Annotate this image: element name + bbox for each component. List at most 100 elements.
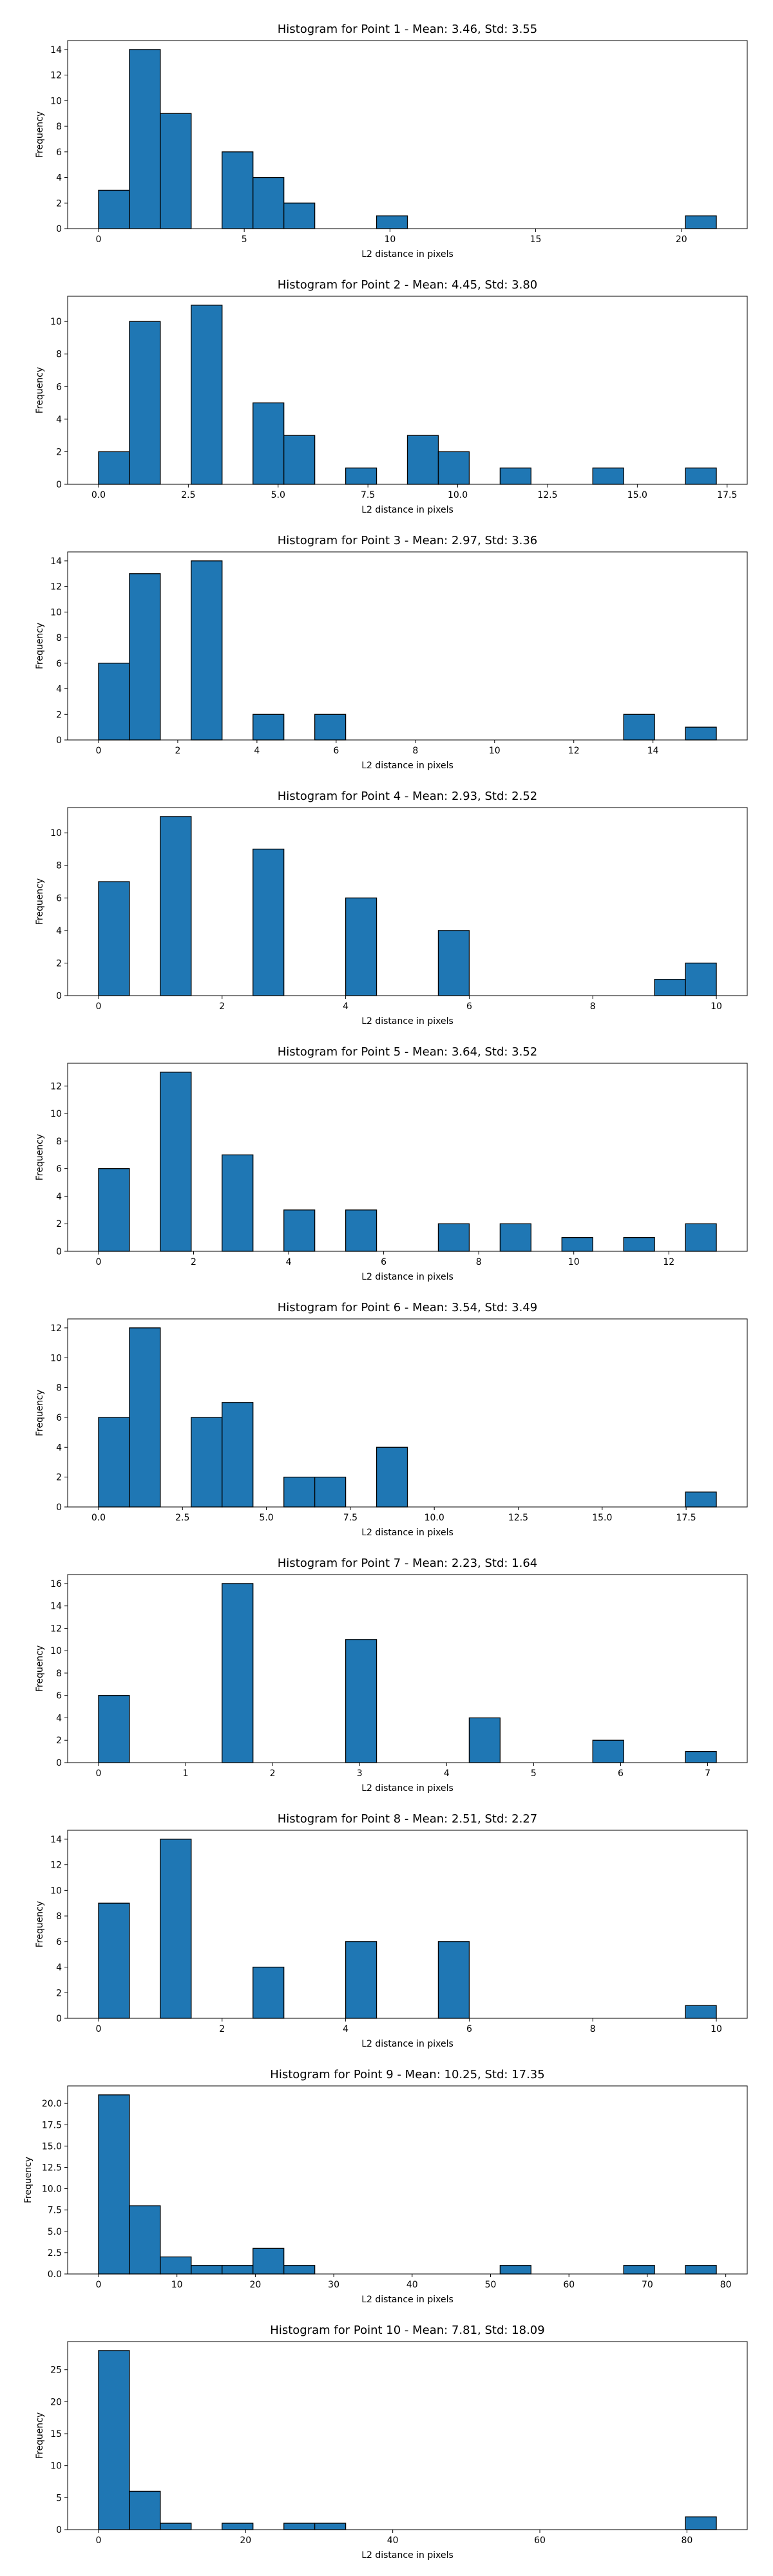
x-tick-label: 60 (563, 2280, 575, 2290)
x-tick-label: 10.0 (448, 490, 468, 500)
x-tick-label: 8 (412, 746, 418, 756)
histogram-bar (98, 451, 130, 485)
y-tick-label: 12 (50, 1624, 62, 1634)
y-tick-label: 0 (56, 480, 62, 490)
histogram-bar (685, 468, 717, 485)
x-axis-label: L2 distance in pixels (361, 249, 453, 260)
histogram-bar (129, 321, 161, 485)
y-tick-label: 6 (56, 1937, 62, 1947)
histogram-bar (253, 848, 285, 996)
y-tick-label: 12 (50, 1861, 62, 1871)
y-tick-label: 0 (56, 991, 62, 1001)
x-axis-label: L2 distance in pixels (361, 505, 453, 515)
y-tick-label: 10 (50, 1109, 62, 1119)
x-tick-label: 2 (175, 746, 180, 756)
x-axis-label: L2 distance in pixels (361, 2039, 453, 2049)
y-tick-label: 2 (56, 1219, 62, 1229)
x-tick-label: 50 (485, 2280, 497, 2290)
plot-frame (67, 2085, 748, 2275)
histogram-bar (623, 2265, 655, 2275)
y-tick-label: 2 (56, 198, 62, 209)
y-tick-label: 0 (56, 1758, 62, 1768)
y-tick-label: 8 (56, 1383, 62, 1394)
y-axis-label: Frequency (35, 623, 45, 669)
y-tick-label: 6 (56, 382, 62, 392)
y-tick-label: 14 (50, 1602, 62, 1612)
x-tick-label: 0 (95, 2280, 101, 2290)
plot-frame (67, 807, 748, 996)
histogram-bar (160, 1072, 192, 1252)
histogram-bar (685, 2005, 717, 2019)
histogram-bar (222, 1583, 254, 1763)
y-tick-label: 4 (56, 1713, 62, 1723)
x-tick-label: 12 (663, 1257, 674, 1267)
x-tick-label: 15 (530, 234, 542, 245)
y-tick-label: 2 (56, 447, 62, 457)
histogram-panel-4: Histogram for Point 4 - Mean: 2.93, Std:… (35, 790, 748, 1027)
y-axis-label: Frequency (35, 1901, 45, 1947)
x-tick-label: 0 (95, 1768, 101, 1779)
x-tick-label: 1 (183, 1768, 189, 1779)
chart-title: Histogram for Point 5 - Mean: 3.64, Std:… (278, 1045, 538, 1059)
histogram-bar (654, 979, 686, 996)
histogram-bar (283, 435, 316, 485)
histogram-bar (160, 2256, 192, 2275)
histogram-bar (129, 2205, 161, 2275)
x-tick-label: 17.5 (676, 1513, 696, 1523)
histogram-bar (592, 1739, 624, 1763)
x-tick-label: 14 (647, 746, 659, 756)
histogram-bar (283, 1209, 316, 1252)
x-tick-label: 8 (476, 1257, 482, 1267)
histogram-bar (160, 1839, 192, 2019)
x-tick-label: 2 (219, 2024, 225, 2034)
histogram-panel-3: Histogram for Point 3 - Mean: 2.97, Std:… (35, 534, 748, 771)
y-tick-label: 15 (50, 2429, 62, 2439)
y-tick-label: 10 (50, 828, 62, 838)
x-tick-label: 0 (95, 2535, 101, 2546)
histogram-bar (98, 1902, 130, 2019)
x-tick-label: 10 (171, 2280, 183, 2290)
y-tick-label: 14 (50, 556, 62, 567)
y-tick-label: 0 (56, 224, 62, 234)
y-tick-label: 2 (56, 710, 62, 720)
x-tick-label: 4 (343, 1001, 348, 1012)
plot-frame (67, 1830, 748, 2019)
y-tick-label: 6 (56, 1164, 62, 1175)
x-axis-label: L2 distance in pixels (361, 2550, 453, 2561)
x-tick-label: 8 (590, 1001, 596, 1012)
plot-frame (67, 1574, 748, 1763)
x-tick-label: 5 (531, 1768, 537, 1779)
y-tick-label: 10 (50, 2461, 62, 2472)
histogram-bar (98, 189, 130, 229)
histogram-bar (561, 1236, 593, 1252)
y-tick-label: 5.0 (48, 2227, 62, 2237)
y-tick-label: 4 (56, 1963, 62, 1973)
y-axis-label: Frequency (35, 1390, 45, 1436)
y-tick-label: 10 (50, 1886, 62, 1896)
chart-title: Histogram for Point 8 - Mean: 2.51, Std:… (278, 1812, 538, 1826)
x-tick-label: 0 (95, 746, 101, 756)
y-axis-label: Frequency (35, 2412, 45, 2459)
histogram-bar (222, 2265, 254, 2275)
histogram-bar (685, 1750, 717, 1763)
x-tick-label: 3 (357, 1768, 363, 1779)
histogram-bar (129, 2490, 161, 2530)
x-tick-label: 12.5 (508, 1513, 528, 1523)
histogram-bar (98, 663, 130, 741)
histogram-bar (345, 1639, 377, 1763)
y-tick-label: 0 (56, 1247, 62, 1257)
histogram-bar (685, 2516, 717, 2530)
y-tick-label: 0 (56, 1502, 62, 1513)
plot-frame (67, 1318, 748, 1508)
histogram-panel-2: Histogram for Point 2 - Mean: 4.45, Std:… (35, 278, 748, 515)
histogram-bar (98, 1168, 130, 1252)
y-tick-label: 10.0 (42, 2184, 62, 2195)
x-tick-label: 7.5 (343, 1513, 358, 1523)
x-tick-label: 10 (711, 2024, 722, 2034)
histogram-bar (160, 816, 192, 996)
y-tick-label: 14 (50, 45, 62, 55)
x-tick-label: 80 (681, 2535, 692, 2546)
x-tick-label: 0 (95, 1257, 101, 1267)
histogram-bar (314, 714, 347, 741)
